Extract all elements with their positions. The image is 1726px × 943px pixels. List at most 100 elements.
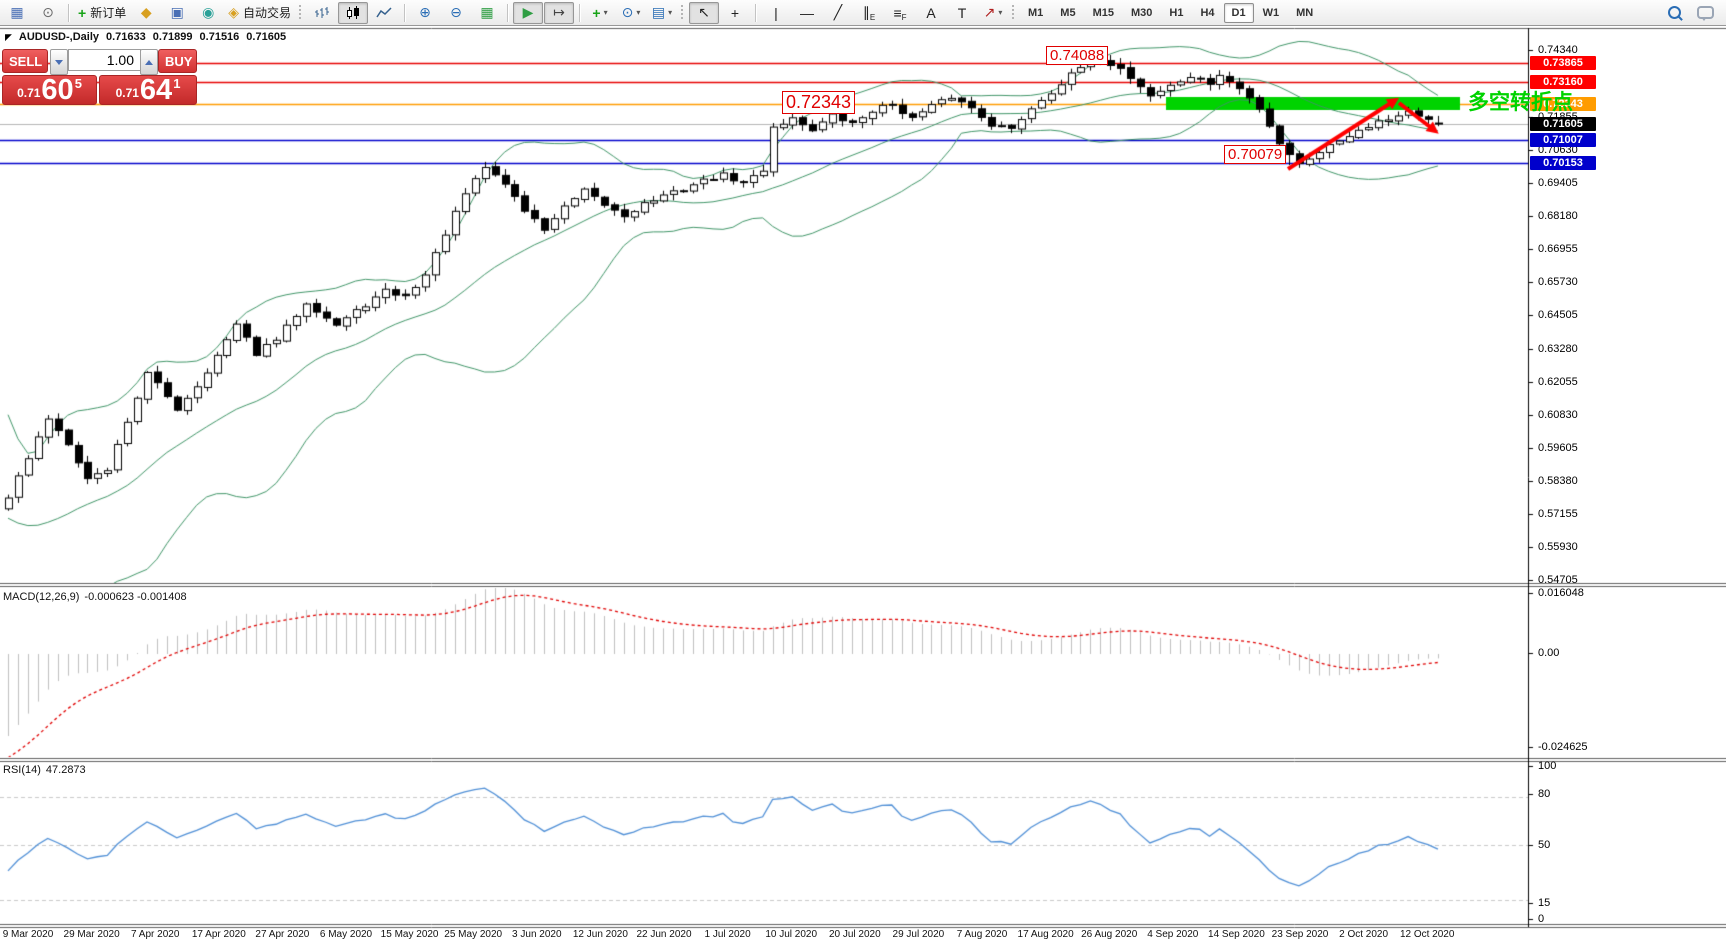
macd-name: MACD(12,26,9)	[3, 591, 80, 603]
chat-icon	[1696, 6, 1714, 21]
toolbar-separator	[755, 3, 756, 22]
chart-header: ◤ AUDUSD-,Daily 0.71633 0.71899 0.71516 …	[5, 31, 286, 43]
annotation-price-label[interactable]: 0.74088	[1046, 46, 1109, 66]
sell-button[interactable]: SELL	[2, 49, 48, 73]
bar-chart-icon[interactable]	[307, 2, 337, 24]
macd-indicator-label: MACD(12,26,9) -0.000623 -0.001408	[3, 591, 187, 603]
toolbar-separator	[579, 3, 580, 22]
text-label-icon[interactable]: T	[947, 2, 977, 24]
chart-shift-icon[interactable]: ↦	[544, 1, 574, 24]
arrows-icon-glyph: ↗	[983, 4, 996, 20]
chart-symbol-label: AUDUSD-,Daily	[18, 31, 99, 43]
timeframe-mn-button[interactable]: MN	[1296, 6, 1314, 19]
buy-price-pip: 1	[173, 76, 181, 91]
chart-window: 0.74340 0.71855 0.70630 0.69405 0.68180 0.669…	[0, 27, 1726, 943]
periods-icon[interactable]: ⊙ ▾	[621, 4, 641, 20]
timeframe-m1-button[interactable]: M1	[1028, 6, 1044, 19]
auto-scroll-icon-glyph: ▶	[522, 4, 534, 20]
annotation-price-label[interactable]: 0.70079	[1224, 145, 1287, 165]
main-toolbar: ▦ ⊙ + 新订单 ◆ ▣ ◉ ◈ 自动交易 ⊕ ⊖ ▦ ▶ ↦ + ▾ ⊙ ▾ ▤ ▾ ↖ + | — ╱ ∥ E ≡ F A T ↗ ▾ M1…	[0, 0, 1726, 26]
templates-icon-glyph: ▤	[651, 4, 666, 20]
timeframe-m5-button[interactable]: M5	[1060, 6, 1076, 19]
line-chart-icon[interactable]	[369, 2, 399, 24]
brush-icon-glyph: ◆	[140, 4, 152, 20]
horizontal-line-icon[interactable]: —	[792, 2, 822, 24]
cursor-icon[interactable]: ↖	[689, 1, 719, 24]
signals-icon-glyph: ◉	[202, 4, 215, 20]
chevron-up-icon	[145, 59, 153, 65]
sell-price-big: 60	[41, 74, 74, 106]
new-order-button[interactable]: + 新订单	[78, 4, 127, 21]
autotrading-button[interactable]: ◈ 自动交易	[228, 4, 291, 20]
fibonacci-icon[interactable]: ≡ F	[893, 4, 907, 23]
equidistant-channel-icon[interactable]: ∥ E	[862, 4, 876, 22]
macd-values: -0.000623 -0.001408	[84, 591, 187, 603]
new-order-glyph: +	[78, 4, 87, 21]
fibonacci-icon-glyph: ≡	[893, 4, 902, 21]
crosshair-icon-glyph: +	[730, 4, 740, 21]
metaeditor-icon[interactable]: ▣	[162, 2, 192, 24]
brush-icon[interactable]: ◆	[131, 2, 161, 24]
tile-windows-icon[interactable]: ▦	[472, 2, 502, 24]
toolbar-grip	[299, 4, 301, 21]
one-click-panel-arrow-icon[interactable]: ◤	[5, 31, 12, 42]
buy-price-display[interactable]: 0.71 64 1	[99, 75, 197, 105]
timeframe-d1-button[interactable]: D1	[1223, 2, 1254, 23]
new-chart-icon-glyph: ▦	[10, 4, 24, 20]
autotrading-glyph: ◈	[228, 4, 239, 20]
signals-icon[interactable]: ◉	[193, 2, 223, 24]
history-center-icon[interactable]: ⊙	[33, 2, 63, 24]
text-icon[interactable]: A	[916, 2, 946, 24]
toolbar-separator	[404, 3, 405, 22]
auto-scroll-icon[interactable]: ▶	[513, 1, 543, 24]
buy-price-big: 64	[139, 74, 173, 106]
timeframe-h1-button[interactable]: H1	[1169, 6, 1184, 19]
sell-price-display[interactable]: 0.71 60 5	[2, 75, 97, 105]
annotation-text-label[interactable]: 多空转折点	[1468, 91, 1573, 114]
periods-icon-glyph: ⊙	[621, 4, 634, 20]
toolbar-separator	[68, 3, 69, 22]
ohlc-high-value: 0.71899	[152, 31, 193, 43]
chat-icon[interactable]	[1690, 2, 1720, 24]
search-icon	[1667, 6, 1681, 19]
crosshair-icon[interactable]: +	[720, 2, 750, 24]
zoom-out-icon-glyph: ⊖	[450, 4, 462, 20]
annotation-price-label[interactable]: 0.72343	[782, 91, 856, 114]
indicators-glyph: +	[592, 4, 601, 21]
timeframe-w1-button[interactable]: W1	[1262, 6, 1280, 19]
new-chart-icon[interactable]: ▦	[2, 2, 32, 24]
text-label-icon-glyph: T	[957, 4, 967, 21]
rsi-name: RSI(14)	[3, 764, 41, 776]
sell-price-prefix: 0.71	[17, 86, 41, 100]
cursor-icon-glyph: ↖	[698, 4, 710, 20]
arrows-icon[interactable]: ↗ ▾	[983, 4, 1003, 20]
trendline-icon-glyph: ╱	[833, 4, 843, 20]
chevron-down-icon	[55, 59, 63, 65]
one-click-trading-panel: SELL BUY 0.71 60 5 0.71 64 1	[0, 48, 200, 108]
ohlc-close-value: 0.71605	[246, 31, 287, 43]
rsi-value: 47.2873	[45, 764, 86, 776]
vertical-line-icon-glyph: |	[774, 4, 778, 21]
search-icon[interactable]	[1659, 2, 1689, 24]
templates-icon[interactable]: ▤ ▾	[651, 4, 673, 20]
price-chart-canvas[interactable]	[0, 27, 1726, 943]
zoom-in-icon[interactable]: ⊕	[410, 2, 440, 24]
toolbar-separator	[507, 3, 508, 22]
volume-input[interactable]	[68, 49, 141, 71]
buy-button[interactable]: BUY	[158, 49, 197, 73]
volume-decrease-button[interactable]	[50, 49, 68, 75]
vertical-line-icon[interactable]: |	[761, 2, 791, 24]
candlestick-chart-icon[interactable]	[338, 1, 368, 24]
timeframe-h4-button[interactable]: H4	[1200, 6, 1215, 19]
chart-shift-icon-glyph: ↦	[553, 4, 565, 20]
zoom-out-icon[interactable]: ⊖	[441, 2, 471, 24]
timeframe-m30-button[interactable]: M30	[1130, 6, 1153, 19]
tile-windows-icon-glyph: ▦	[480, 4, 494, 20]
text-icon-glyph: A	[926, 4, 936, 21]
timeframe-m15-button[interactable]: M15	[1092, 6, 1114, 19]
trendline-icon[interactable]: ╱	[823, 2, 853, 24]
indicators-button[interactable]: + ▾	[592, 4, 608, 21]
zoom-in-icon-glyph: ⊕	[419, 4, 431, 20]
volume-increase-button[interactable]	[140, 49, 158, 75]
ohlc-open-value: 0.71633	[106, 31, 146, 43]
